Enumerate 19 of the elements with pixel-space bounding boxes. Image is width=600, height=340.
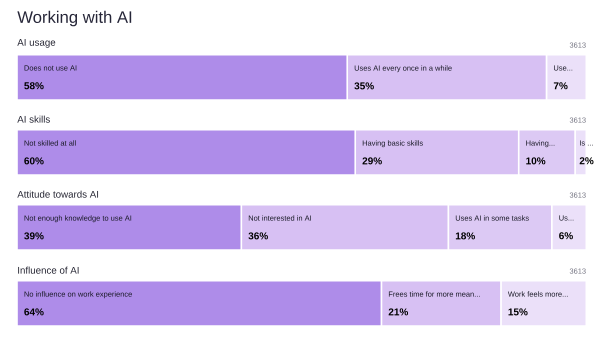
data-label: 39% (24, 232, 44, 240)
data-label: 18% (456, 232, 475, 240)
data-label: 21% (388, 308, 408, 316)
data-label: 64% (24, 308, 44, 316)
data-label: 29% (362, 157, 382, 164)
chart-subtitle: AI skills (17, 116, 50, 123)
chart-subtitle: AI usage (17, 39, 56, 48)
data-label: 7% (554, 82, 568, 90)
data-label: 2% (580, 157, 594, 164)
chart-subtitle: Influence of AI (18, 266, 79, 274)
chart-title: Working with AI (17, 10, 132, 26)
data-label: 10% (526, 157, 546, 164)
data-label: 58% (24, 82, 44, 90)
data-label: 15% (508, 308, 528, 316)
chart-subtitle: Attitude towards AI (17, 190, 98, 198)
data-label: 6% (559, 232, 573, 240)
data-label: 60% (24, 157, 44, 164)
data-label: 35% (354, 82, 374, 90)
data-label: 36% (248, 232, 268, 240)
